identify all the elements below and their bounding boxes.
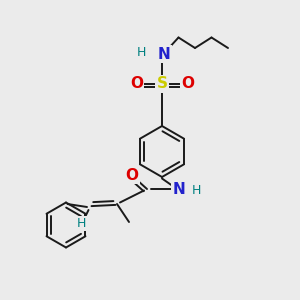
Text: H: H [76,217,86,230]
Text: N: N [158,46,171,62]
Text: H: H [192,184,201,197]
Text: O: O [125,168,139,183]
Text: H: H [136,46,146,59]
Text: S: S [157,76,167,92]
Text: O: O [130,76,143,92]
Text: N: N [172,182,185,196]
Text: O: O [181,76,194,92]
